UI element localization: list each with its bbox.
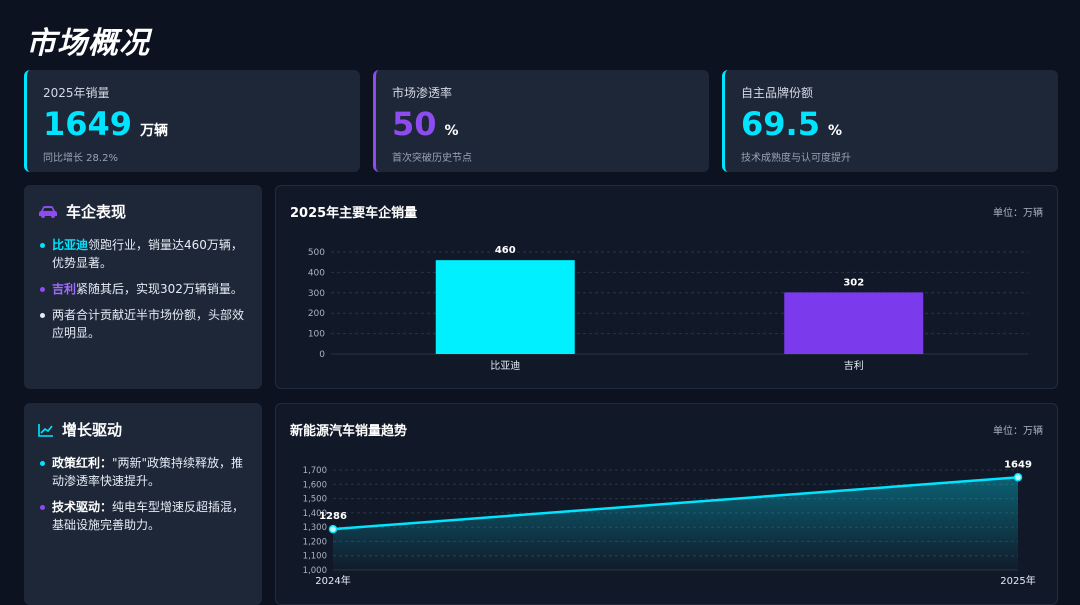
list-item: 政策红利："两新"政策持续释放，推动渗透率快速提升。: [38, 454, 248, 490]
y-tick-label: 1,200: [303, 537, 327, 547]
y-tick-label: 1,700: [303, 466, 327, 476]
bar: [435, 260, 575, 354]
kpi-card-domestic-share: 自主品牌份额 69.5 % 技术成熟度与认可度提升: [722, 70, 1058, 172]
trend-line-icon: [38, 423, 53, 437]
area-fill: [333, 477, 1018, 570]
kpi-label: 2025年销量: [43, 86, 110, 100]
x-tick-label: 吉利: [844, 360, 864, 372]
y-tick-label: 200: [308, 309, 325, 319]
list-item: 两者合计贡献近半市场份额，头部效应明显。: [38, 306, 248, 342]
kpi-value: 69.5: [741, 105, 820, 143]
y-tick-label: 500: [308, 248, 325, 258]
list-item: 吉利紧随其后，实现302万辆销量。: [38, 280, 248, 298]
kpi-unit: %: [827, 123, 842, 139]
item-text: "两新"政策持续释放，推动渗透率快速提升。: [52, 456, 244, 488]
kpi-unit: 万辆: [140, 123, 169, 139]
y-tick-label: 1,400: [303, 509, 327, 519]
highlight-text: 吉利: [52, 282, 77, 296]
companies-panel: 车企表现 比亚迪领跑行业，销量达460万辆，优势显著。 吉利紧随其后，实现302…: [24, 185, 262, 389]
kpi-label: 市场渗透率: [392, 86, 453, 100]
x-tick-label: 2024年: [315, 574, 350, 587]
item-text: 纯电车型增速反超插混，基础设施完善助力。: [52, 500, 245, 532]
y-tick-label: 1,300: [303, 523, 327, 533]
bar-chart-title: 2025年主要车企销量: [290, 206, 418, 221]
bar-value-label: 460: [495, 245, 516, 256]
x-tick-label: 2025年: [1000, 574, 1035, 587]
line-chart: 1,000 1,100 1,200 1,300 1,400 1,500 1,600 1,700…: [303, 459, 1036, 587]
kpi-card-penetration: 市场渗透率 50 % 首次突破历史节点: [373, 70, 709, 172]
companies-panel-title: 车企表现: [38, 201, 248, 222]
x-tick-label: 比亚迪: [490, 360, 520, 372]
y-tick-label: 1,600: [303, 480, 327, 490]
y-tick-label: 300: [308, 289, 325, 299]
kpi-value: 1649: [43, 105, 133, 143]
line-chart-unit: 单位：万辆: [993, 426, 1043, 437]
page-title: 市场概况: [26, 26, 150, 61]
kpi-subtext: 技术成熟度与认可度提升: [741, 153, 851, 164]
bar-chart-panel: 2025年主要车企销量 单位：万辆 0 100 200 300 400 500 460 比亚迪…: [275, 185, 1058, 389]
y-tick-label: 0: [319, 350, 325, 360]
kpi-label: 自主品牌份额: [741, 86, 814, 100]
bar: [784, 292, 924, 354]
line-chart-panel: 新能源汽车销量趋势 单位：万辆 1,000 1,100 1,200 1,300 1,40…: [275, 403, 1058, 605]
y-tick-label: 100: [308, 330, 325, 340]
car-icon: [39, 205, 57, 218]
y-tick-label: 1,500: [303, 495, 327, 505]
item-text: 紧随其后，实现302万辆销量。: [76, 282, 243, 296]
line-chart-title: 新能源汽车销量趋势: [290, 424, 408, 439]
data-point: [1013, 473, 1023, 482]
bar-chart: 0 100 200 300 400 500 460 比亚迪 302 吉利: [308, 245, 1028, 372]
kpi-subtext: 同比增长 28.2%: [43, 153, 118, 164]
companies-title-text: 车企表现: [66, 203, 127, 221]
drivers-panel-title: 增长驱动: [38, 419, 248, 440]
bar-value-label: 302: [843, 277, 864, 288]
highlight-text: 技术驱动：: [52, 500, 113, 514]
y-tick-label: 400: [308, 268, 325, 278]
kpi-card-sales: 2025年销量 1649 万辆 同比增长 28.2%: [24, 70, 360, 172]
series-line: [332, 476, 1019, 531]
drivers-panel: 增长驱动 政策红利："两新"政策持续释放，推动渗透率快速提升。 技术驱动：纯电车…: [24, 403, 262, 605]
list-item: 技术驱动：纯电车型增速反超插混，基础设施完善助力。: [38, 498, 248, 534]
item-text: 领跑行业，销量达460万辆，优势显著。: [52, 238, 243, 270]
kpi-subtext: 首次突破历史节点: [392, 153, 472, 164]
y-tick-label: 1,100: [303, 552, 327, 562]
kpi-unit: %: [444, 123, 459, 139]
highlight-text: 比亚迪: [52, 238, 89, 252]
list-item: 比亚迪领跑行业，销量达460万辆，优势显著。: [38, 236, 248, 272]
bar-chart-unit: 单位：万辆: [993, 208, 1043, 219]
kpi-value: 50: [392, 105, 437, 143]
data-label: 1649: [1004, 459, 1032, 470]
data-point: [328, 524, 338, 534]
item-text: 两者合计贡献近半市场份额，头部效应明显。: [52, 308, 245, 340]
data-label: 1286: [319, 511, 347, 522]
highlight-text: 政策红利：: [52, 456, 113, 470]
y-tick-label: 1,000: [303, 566, 327, 576]
drivers-title-text: 增长驱动: [62, 421, 123, 439]
